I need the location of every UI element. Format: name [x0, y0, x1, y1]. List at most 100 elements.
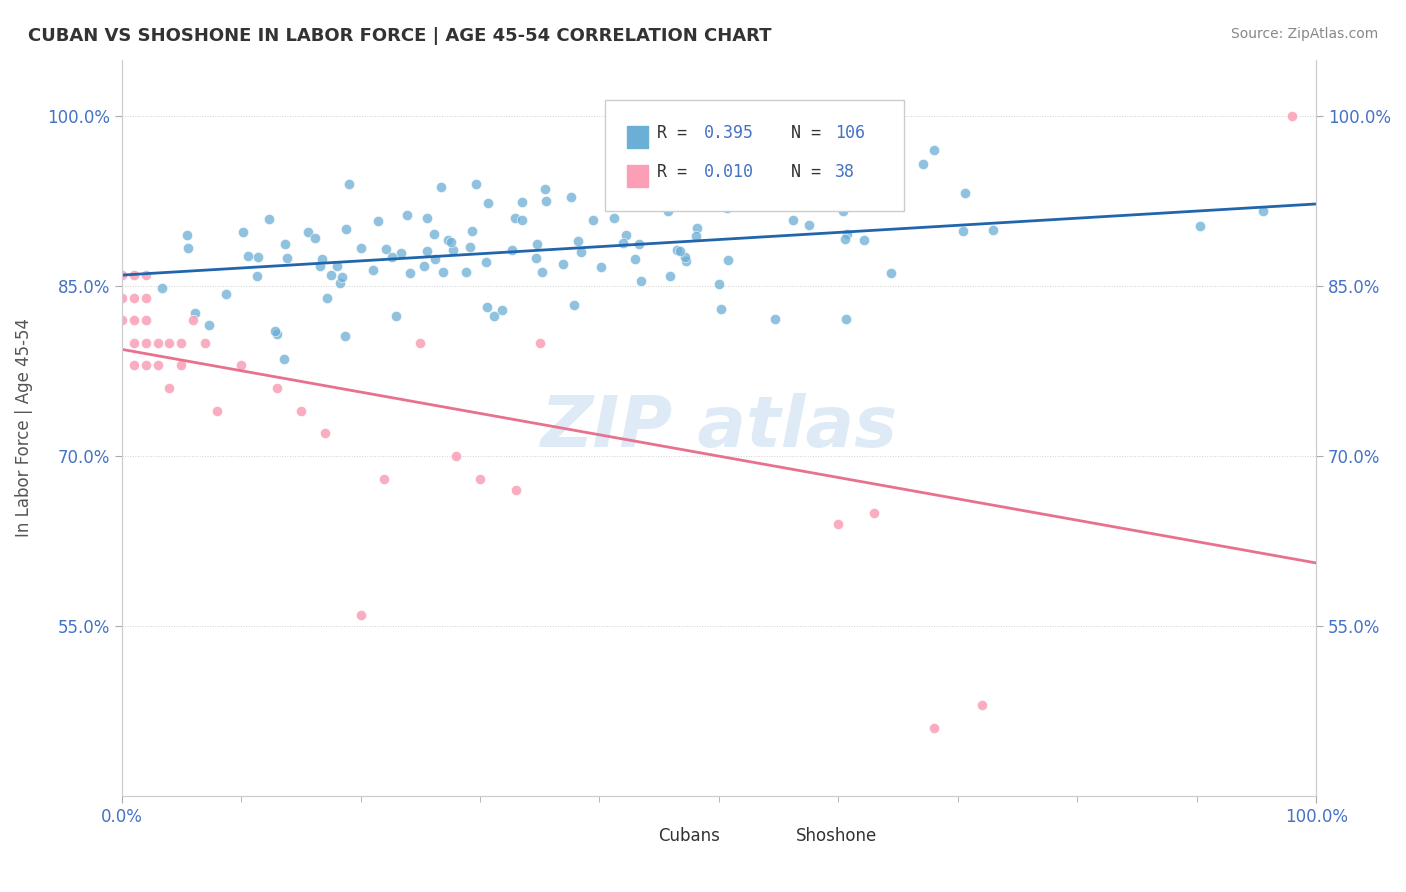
Point: [685, 229, 707, 244]
Point: [911, 157, 934, 171]
Point: [835, 227, 858, 241]
Point: [290, 404, 312, 418]
Point: [835, 311, 858, 326]
Point: [441, 243, 464, 257]
Point: [602, 211, 624, 225]
Point: [503, 211, 526, 225]
Point: [952, 224, 974, 238]
Point: [686, 221, 709, 235]
Point: [1189, 219, 1212, 234]
Text: Shoshone: Shoshone: [796, 827, 877, 845]
Point: [413, 260, 436, 274]
Text: R =: R =: [657, 124, 686, 142]
Point: [531, 265, 554, 279]
Point: [311, 252, 333, 266]
Point: [176, 227, 198, 242]
Point: [673, 250, 696, 264]
Point: [1281, 109, 1303, 123]
Point: [170, 359, 193, 373]
Point: [247, 251, 270, 265]
Point: [709, 277, 731, 291]
Point: [510, 213, 533, 227]
Point: [560, 189, 582, 203]
Point: [627, 237, 650, 252]
Point: [198, 318, 221, 332]
Point: [315, 291, 337, 305]
Point: [922, 143, 945, 157]
Point: [135, 359, 157, 373]
Point: [111, 291, 134, 305]
Point: [135, 268, 157, 282]
Point: [177, 241, 200, 255]
Point: [832, 203, 855, 218]
Point: [207, 404, 229, 418]
Point: [460, 223, 482, 237]
Point: [184, 306, 207, 320]
Point: [710, 302, 733, 317]
Point: [135, 335, 157, 350]
Point: [423, 227, 446, 242]
Point: [529, 335, 551, 350]
Y-axis label: In Labor Force | Age 45-54: In Labor Force | Age 45-54: [15, 318, 32, 537]
Bar: [761, 824, 787, 847]
Point: [381, 250, 404, 264]
Point: [675, 254, 697, 268]
Point: [273, 236, 295, 251]
Point: [276, 252, 298, 266]
Text: N =: N =: [790, 124, 821, 142]
Point: [297, 225, 319, 239]
Point: [430, 179, 453, 194]
Point: [491, 302, 513, 317]
Point: [215, 287, 238, 301]
Point: [389, 246, 412, 260]
Point: [264, 325, 287, 339]
Text: N =: N =: [790, 162, 821, 181]
Point: [321, 268, 343, 282]
Point: [797, 218, 820, 232]
Point: [834, 231, 856, 245]
Point: [782, 212, 804, 227]
Point: [524, 251, 547, 265]
Point: [385, 309, 408, 323]
Point: [375, 243, 398, 257]
Text: 106: 106: [835, 124, 865, 142]
Point: [630, 274, 652, 288]
Point: [444, 449, 467, 463]
Point: [659, 269, 682, 284]
Point: [146, 359, 169, 373]
Point: [266, 381, 288, 395]
Text: Cubans: Cubans: [658, 827, 720, 845]
Text: R =: R =: [657, 162, 686, 181]
Point: [863, 506, 886, 520]
Point: [335, 222, 357, 236]
Point: [827, 517, 849, 532]
Point: [423, 252, 446, 266]
Point: [333, 329, 356, 343]
Point: [981, 223, 1004, 237]
Text: ZIP atlas: ZIP atlas: [540, 393, 897, 462]
Point: [468, 472, 491, 486]
Point: [111, 313, 134, 327]
Point: [614, 186, 637, 201]
Point: [953, 186, 976, 200]
Point: [922, 721, 945, 735]
Point: [373, 472, 395, 486]
Point: [314, 426, 336, 441]
Point: [135, 291, 157, 305]
Point: [257, 212, 280, 227]
Point: [194, 335, 217, 350]
Point: [526, 237, 548, 252]
Point: [122, 291, 145, 305]
Text: CUBAN VS SHOSHONE IN LABOR FORCE | AGE 45-54 CORRELATION CHART: CUBAN VS SHOSHONE IN LABOR FORCE | AGE 4…: [28, 27, 772, 45]
Point: [122, 313, 145, 327]
Point: [465, 177, 488, 191]
Point: [477, 196, 499, 211]
Point: [159, 381, 181, 395]
Point: [551, 257, 574, 271]
Point: [763, 312, 786, 326]
Point: [329, 276, 352, 290]
Point: [170, 335, 193, 350]
Point: [146, 335, 169, 350]
Point: [361, 262, 384, 277]
Point: [1251, 203, 1274, 218]
